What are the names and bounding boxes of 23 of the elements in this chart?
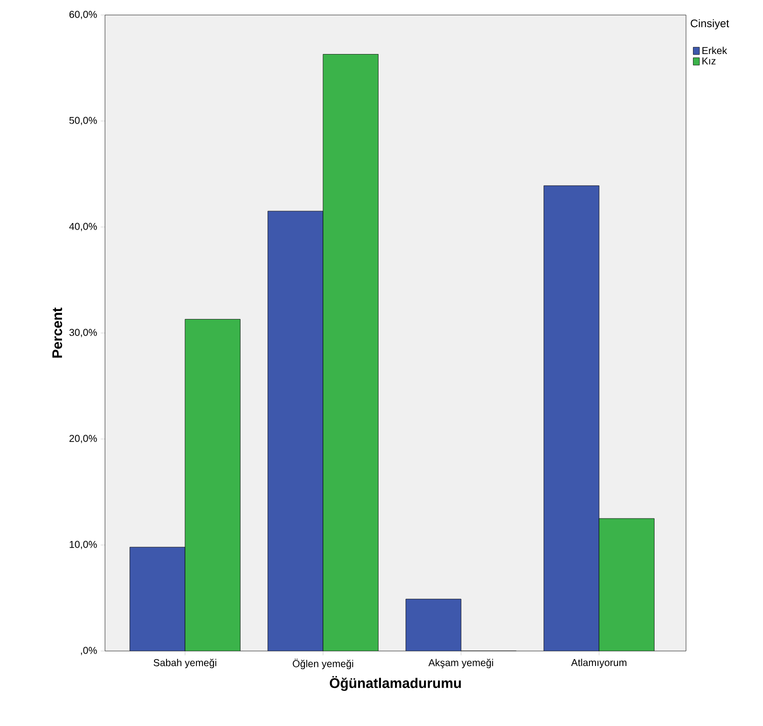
y-tick-label: ,0% (80, 646, 97, 656)
bar (406, 599, 462, 651)
x-tick-label: Öğlen yemeği (292, 658, 354, 670)
y-axis-title: Percent (52, 308, 62, 358)
x-axis-title: Öğünatlamadurumu (330, 676, 461, 691)
bar (322, 54, 378, 651)
bar (130, 546, 186, 651)
legend-title: Cinsiyet (690, 19, 730, 30)
y-tick-label: 60,0% (69, 10, 97, 20)
y-tick-label: 50,0% (69, 116, 97, 126)
y-tick-label: 30,0% (69, 328, 97, 338)
y-tick-label: 40,0% (69, 222, 97, 232)
bar (184, 319, 240, 651)
bar (268, 210, 324, 651)
bar (598, 518, 654, 651)
legend-label: Kız (702, 58, 716, 64)
legend-label: Erkek (702, 46, 728, 54)
x-tick-label: Akşam yemeği (428, 658, 494, 668)
y-tick-label: 20,0% (69, 434, 97, 444)
y-tick-label: 10,0% (70, 540, 97, 550)
x-tick-label: Atlamıyorum (571, 658, 626, 668)
x-tick-label: Sabah yemeği (154, 658, 216, 668)
bar (544, 185, 600, 651)
